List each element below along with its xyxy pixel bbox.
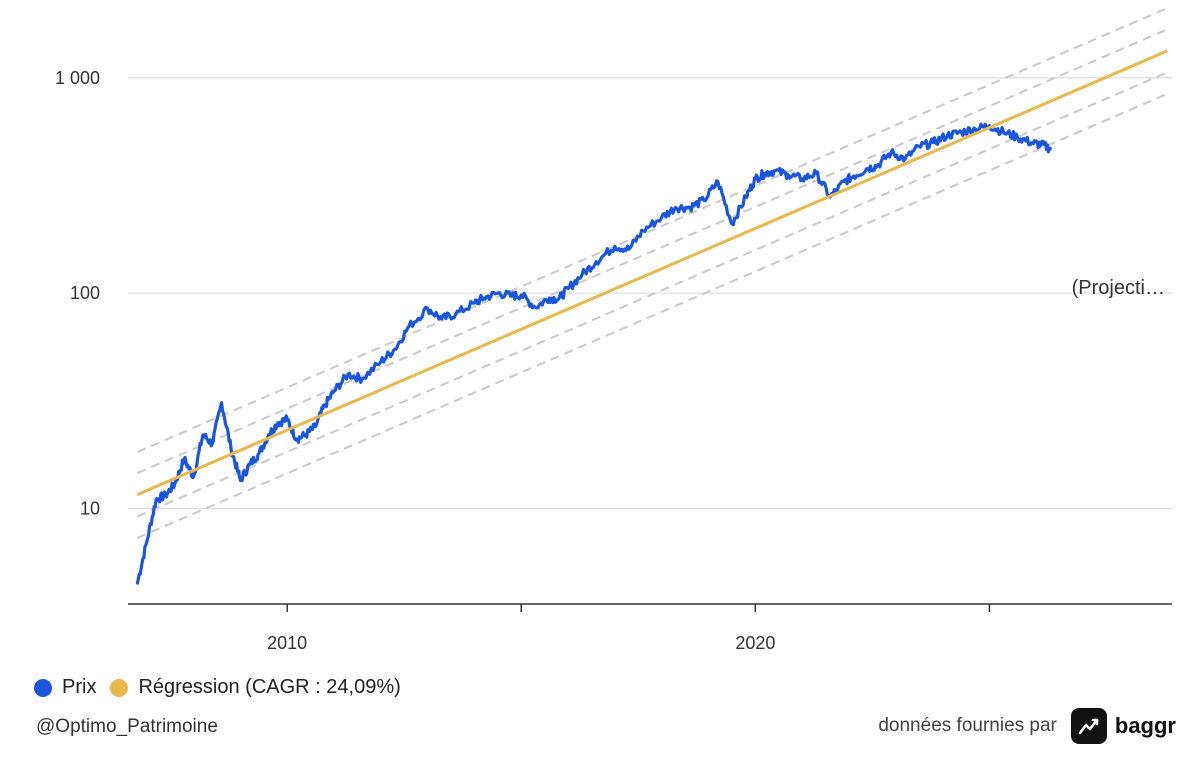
y-tick-label: 100: [70, 283, 100, 303]
brand-name: baggr: [1114, 713, 1176, 738]
regression-bands: [137, 7, 1168, 539]
legend-item-regression[interactable]: Régression (CAGR : 24,09%): [110, 676, 401, 699]
grid-lines: [128, 77, 1172, 510]
x-axis: [128, 603, 1172, 612]
source-label: données fournies par: [878, 715, 1057, 736]
band-line: [137, 28, 1168, 475]
price-line: [135, 122, 1052, 585]
x-tick-label: 2020: [735, 633, 775, 653]
data-source: données fournies par baggr: [878, 708, 1176, 744]
band-line: [137, 92, 1168, 539]
band-line: [137, 7, 1168, 453]
legend: Prix Régression (CAGR : 24,09%): [34, 676, 415, 699]
author-handle: @Optimo_Patrimoine: [36, 716, 218, 737]
y-tick-label: 1 000: [55, 68, 100, 88]
baggr-logo-icon: [1070, 708, 1107, 744]
legend-label-regression: Régression (CAGR : 24,09%): [138, 676, 401, 698]
tick-labels: 10 100 1 000 2010 2020: [55, 68, 775, 653]
legend-marker-regression: [110, 678, 129, 697]
legend-marker-prix: [34, 678, 52, 697]
regression-line: [136, 49, 1168, 496]
x-tick-label: 2010: [267, 633, 307, 653]
legend-label-prix: Prix: [62, 676, 97, 698]
price-series: [135, 122, 1052, 585]
band-line: [137, 71, 1168, 518]
chart: 10 100 1 000 2010 2020 (Projecti…: [55, 7, 1172, 653]
regression-series: [136, 49, 1168, 496]
y-tick-label: 10: [80, 498, 100, 518]
legend-item-prix[interactable]: Prix: [34, 676, 96, 699]
projection-annotation: (Projecti…: [1072, 277, 1165, 299]
